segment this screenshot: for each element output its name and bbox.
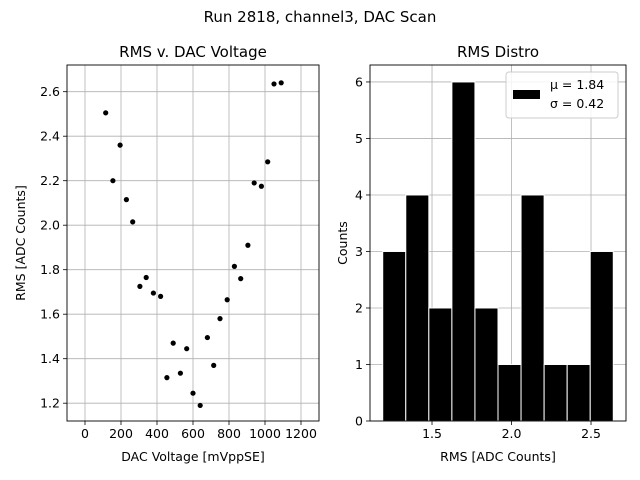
scatter-points xyxy=(103,80,284,409)
right-y-tick-label: 2 xyxy=(355,300,363,315)
right-x-tick-label: 2.0 xyxy=(502,426,522,441)
scatter-point xyxy=(164,375,170,381)
left-y-tick-label: 1.2 xyxy=(40,396,60,411)
scatter-point xyxy=(204,334,210,341)
scatter-point xyxy=(137,283,143,289)
left-y-tick-label: 2.4 xyxy=(40,129,60,144)
histogram-bar xyxy=(451,81,476,422)
histogram-bar xyxy=(497,363,522,422)
histogram-y-axis-label: Counts xyxy=(335,221,350,265)
left-x-tick-label: 600 xyxy=(181,426,205,441)
scatter-point xyxy=(271,81,277,87)
histogram-axes-frame xyxy=(369,64,627,422)
histogram-bar xyxy=(520,194,545,422)
right-y-tick-label: 0 xyxy=(355,414,363,429)
histogram-bar xyxy=(543,363,568,422)
scatter-point xyxy=(224,297,230,303)
right-y-tick-label: 5 xyxy=(355,131,363,146)
scatter-point xyxy=(184,346,190,352)
histogram-title: RMS Distro xyxy=(457,43,539,61)
scatter-point xyxy=(150,290,156,296)
histogram-bar xyxy=(589,250,614,422)
histogram-bar xyxy=(428,307,453,422)
scatter-point xyxy=(278,80,284,86)
left-x-tick-label: 1200 xyxy=(285,426,317,441)
scatter-ticks: 0 200 400 600 800 1000 1200 1.2 1.4 1.6 1.8 2.0 2.2 2… xyxy=(40,84,317,441)
scatter-point xyxy=(231,263,237,269)
scatter-point xyxy=(123,197,129,203)
legend-sigma-label: σ = 0.42 xyxy=(550,96,604,111)
left-x-tick-label: 1000 xyxy=(249,426,281,441)
scatter-point xyxy=(265,159,271,165)
scatter-point xyxy=(177,370,183,376)
scatter-point xyxy=(170,340,176,346)
scatter-grid xyxy=(67,65,319,421)
scatter-point xyxy=(110,178,116,184)
histogram-bar xyxy=(566,363,591,422)
right-y-tick-label: 4 xyxy=(355,187,363,202)
histogram-bar xyxy=(382,250,407,422)
left-x-tick-label: 400 xyxy=(145,426,169,441)
right-x-tick-label: 1.5 xyxy=(422,426,442,441)
right-x-tick-label: 2.5 xyxy=(581,426,601,441)
legend-frame xyxy=(505,71,619,119)
figure-title: Run 2818, channel3, DAC Scan xyxy=(204,8,437,26)
histogram-bar xyxy=(405,194,430,422)
left-y-tick-label: 2.6 xyxy=(40,84,60,99)
histogram-bars xyxy=(382,81,614,422)
scatter-title: RMS v. DAC Voltage xyxy=(119,43,267,61)
scatter-point xyxy=(143,274,149,281)
scatter-point xyxy=(103,110,109,116)
histogram-x-axis-label: RMS [ADC Counts] xyxy=(440,449,556,464)
scatter-point xyxy=(258,183,264,189)
right-y-tick-label: 3 xyxy=(355,244,363,259)
left-y-tick-label: 1.4 xyxy=(40,351,60,366)
legend-mu-label: μ = 1.84 xyxy=(550,77,604,92)
right-y-tick-label: 1 xyxy=(355,357,363,372)
scatter-point xyxy=(251,180,257,186)
left-y-tick-label: 1.6 xyxy=(40,307,60,322)
left-y-tick-label: 2.0 xyxy=(40,218,60,233)
scatter-point xyxy=(117,142,123,148)
scatter-x-axis-label: DAC Voltage [mVppSE] xyxy=(121,449,264,464)
scatter-point xyxy=(245,242,251,248)
histogram-ticks: 1.5 2.0 2.5 0 1 2 3 4 5 6 xyxy=(355,74,601,441)
histogram-plot: 1.5 2.0 2.5 0 1 2 3 4 5 6 RMS Distro RMS [ADC Cou… xyxy=(335,43,627,464)
scatter-point xyxy=(211,362,217,368)
scatter-point xyxy=(190,390,196,396)
scatter-point xyxy=(158,293,164,299)
scatter-point xyxy=(217,316,223,322)
scatter-y-axis-label: RMS [ADC Counts] xyxy=(13,185,28,301)
left-y-tick-label: 2.2 xyxy=(40,173,60,188)
histogram-legend: μ = 1.84 σ = 0.42 xyxy=(505,71,619,119)
left-x-tick-label: 0 xyxy=(81,426,89,441)
left-x-tick-label: 800 xyxy=(217,426,241,441)
left-y-tick-label: 1.8 xyxy=(40,262,60,277)
scatter-point xyxy=(238,276,244,282)
legend-swatch xyxy=(513,90,540,99)
scatter-plot: 0 200 400 600 800 1000 1200 1.2 1.4 1.6 1.8 2.0 2.2 2… xyxy=(13,43,320,464)
left-x-tick-label: 200 xyxy=(109,426,133,441)
scatter-point xyxy=(130,219,136,225)
histogram-bar xyxy=(474,307,499,422)
scatter-point xyxy=(197,402,203,409)
right-y-tick-label: 6 xyxy=(355,74,363,89)
